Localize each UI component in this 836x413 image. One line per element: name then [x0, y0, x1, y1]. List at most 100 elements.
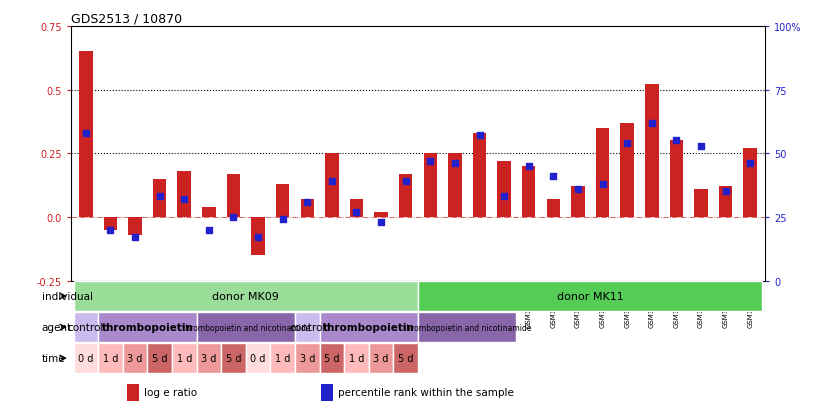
Point [227, 214, 240, 221]
Text: 0 d: 0 d [78, 353, 94, 363]
Point [670, 138, 683, 145]
Bar [319, 313, 418, 342]
Bar [394, 344, 418, 373]
Point [153, 194, 166, 200]
Text: control: control [289, 322, 325, 332]
Text: individual: individual [42, 291, 93, 301]
Text: 3 d: 3 d [127, 353, 143, 363]
Bar [246, 344, 270, 373]
Bar [98, 313, 196, 342]
Bar [369, 344, 394, 373]
Bar [295, 344, 319, 373]
Point [719, 189, 732, 195]
Text: percentile rank within the sample: percentile rank within the sample [339, 387, 514, 397]
Bar [319, 344, 344, 373]
Text: 1 d: 1 d [349, 353, 364, 363]
Bar [472, 133, 487, 217]
Bar [202, 207, 216, 217]
Point [79, 130, 93, 137]
Text: log e ratio: log e ratio [144, 387, 197, 397]
Point [129, 234, 142, 241]
Bar [222, 344, 246, 373]
Bar [98, 344, 123, 373]
Text: agent: agent [42, 322, 72, 332]
Point [252, 234, 265, 241]
Bar [522, 166, 536, 217]
Bar [276, 184, 289, 217]
Point [375, 219, 388, 226]
Bar [126, 384, 139, 401]
Bar [74, 344, 98, 373]
Point [104, 227, 117, 233]
Text: thrombopoietin and nicotinamide: thrombopoietin and nicotinamide [181, 323, 310, 332]
Bar [325, 154, 339, 217]
Point [743, 161, 757, 167]
Point [694, 143, 707, 150]
Bar [497, 161, 511, 217]
Text: donor MK09: donor MK09 [212, 291, 279, 301]
Text: 5 d: 5 d [324, 353, 339, 363]
Text: 1 d: 1 d [176, 353, 192, 363]
Bar [227, 174, 240, 217]
Bar [670, 141, 683, 217]
Point [399, 178, 412, 185]
Bar [79, 52, 93, 217]
Bar [321, 384, 334, 401]
Text: GDS2513 / 10870: GDS2513 / 10870 [71, 13, 182, 26]
Bar [344, 344, 369, 373]
Text: 3 d: 3 d [201, 353, 217, 363]
Bar [147, 344, 172, 373]
Bar [295, 313, 319, 342]
Point [645, 120, 659, 127]
Point [424, 158, 437, 165]
Bar [375, 212, 388, 217]
Bar [172, 344, 196, 373]
Point [202, 227, 216, 233]
Point [547, 173, 560, 180]
Text: 3 d: 3 d [374, 353, 389, 363]
Bar [252, 217, 265, 255]
Bar [123, 344, 147, 373]
Bar [399, 174, 412, 217]
Bar [349, 199, 364, 217]
Text: time: time [42, 353, 65, 363]
Bar [153, 179, 166, 217]
Bar [300, 199, 314, 217]
Point [276, 216, 289, 223]
Point [497, 194, 511, 200]
Point [448, 161, 461, 167]
Point [301, 199, 314, 205]
Text: 3 d: 3 d [299, 353, 315, 363]
Bar [74, 313, 98, 342]
Bar [424, 154, 437, 217]
Text: 5 d: 5 d [398, 353, 414, 363]
Bar [418, 313, 517, 342]
Point [349, 209, 363, 216]
Bar [547, 199, 560, 217]
Text: donor MK11: donor MK11 [557, 291, 624, 301]
Text: 0 d: 0 d [250, 353, 266, 363]
Text: 1 d: 1 d [275, 353, 290, 363]
Bar [104, 217, 117, 230]
Point [177, 196, 191, 203]
Bar [196, 313, 295, 342]
Bar [596, 128, 609, 217]
Text: 5 d: 5 d [226, 353, 242, 363]
Bar [74, 282, 418, 311]
Bar [719, 187, 732, 217]
Text: thrombopoietin: thrombopoietin [323, 322, 415, 332]
Bar [177, 172, 191, 217]
Point [473, 133, 487, 139]
Bar [620, 123, 634, 217]
Bar [196, 344, 222, 373]
Bar [128, 217, 142, 235]
Bar [270, 344, 295, 373]
Text: 5 d: 5 d [152, 353, 167, 363]
Point [325, 178, 339, 185]
Text: thrombopoietin and nicotinamide: thrombopoietin and nicotinamide [403, 323, 532, 332]
Bar [418, 282, 762, 311]
Bar [743, 149, 757, 217]
Bar [645, 85, 659, 217]
Bar [694, 190, 708, 217]
Point [596, 181, 609, 188]
